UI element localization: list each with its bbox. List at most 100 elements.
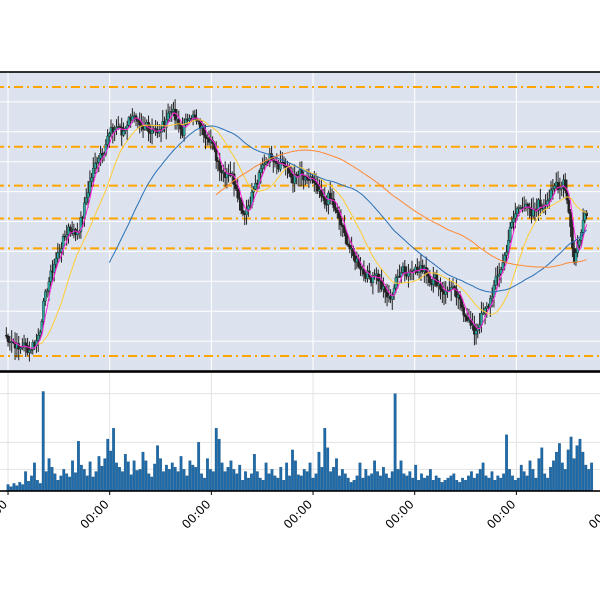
volume-bar [97,456,101,492]
volume-bar [572,458,576,492]
volume-bar [364,469,368,492]
volume-bar [563,469,567,492]
volume-bar [569,436,573,492]
volume-bar [513,480,517,492]
volume-panel-border [0,371,600,492]
volume-bar [103,458,107,492]
volume-bar [255,471,259,492]
candle-body [56,252,60,259]
candle-body [125,125,129,129]
candle-body [455,288,458,298]
volume-bar [162,471,165,492]
volume-bar [379,475,382,492]
volume-bar [437,477,441,492]
price-panel [0,71,600,372]
candle-body [551,188,555,191]
volume-bar [560,462,564,492]
volume-bar [252,454,256,492]
candle-body [501,262,505,270]
volume-bar [314,473,318,492]
volume-bar [56,480,60,492]
volume-bar [490,471,494,492]
candle-body [150,129,154,134]
candle-body [28,349,31,353]
candle-body [47,281,51,292]
volume-bar [387,477,391,492]
candle-body [553,185,556,189]
volume-bar [211,471,215,492]
candle-body [241,210,245,214]
candle-body [581,219,585,233]
volume-bar [123,454,127,492]
volume-bar [540,447,544,492]
candle-body [583,212,587,221]
candle-body [344,232,348,244]
volume-bar [452,473,456,492]
candle-body [173,108,177,121]
candle-body [90,177,93,182]
candle-body [86,192,90,199]
volume-bar [282,480,286,492]
candle-body [567,199,571,213]
volume-bar [449,475,453,492]
volume-bar [106,438,110,492]
candle-body [279,162,282,170]
volume-bar [531,469,535,492]
volume-bar [250,473,253,492]
volume-bar [575,445,579,492]
candle-body [52,263,56,273]
volume-bar [38,483,42,492]
candle-body [323,197,327,205]
candle-body [335,209,339,214]
candle-body [505,251,508,256]
volume-bar [68,476,72,492]
volume-bar [126,461,130,492]
volume-bar [270,469,274,492]
moving-average-line-20 [38,119,587,345]
candle-body [328,192,332,199]
volume-panel [0,371,600,492]
candle-body [36,335,40,341]
volume-bar [273,475,277,492]
volume-bar [279,467,283,492]
volume-bars [6,391,594,492]
volume-bar [308,462,312,492]
candle-body [539,199,542,207]
volume-bar [150,476,154,492]
candle-body [26,345,29,353]
candle-body [496,275,499,278]
candle-body [58,251,61,254]
candle-body [97,158,101,163]
candle-body [439,283,442,290]
candle-body [236,188,239,199]
volume-bar [478,469,482,492]
candle-body [83,202,86,219]
candle-body [6,335,10,342]
volume-bar [543,473,547,492]
candle-body [337,212,341,219]
candle-body [481,312,485,315]
volume-bar [566,449,570,492]
volume-bar [355,475,359,492]
volume-bar [94,471,98,492]
volume-bar [338,475,341,492]
volume-bar [382,467,385,492]
candle-body [492,285,496,297]
volume-bar [153,463,157,492]
candle-body [254,183,257,190]
volume-bar [194,467,198,492]
volume-bar [317,451,321,492]
candle-body [398,275,401,278]
candle-body [460,299,464,308]
volume-bar [323,428,327,492]
volume-bar [121,471,124,492]
volume-bar [311,477,315,492]
volume-bar [505,434,508,492]
volume-bar [296,474,300,492]
candle-body [108,133,111,137]
moving-average-line-120 [215,149,587,268]
volume-bar [226,467,230,492]
volume-bar [267,473,271,492]
volume-bar [65,473,69,492]
volume-bar [33,462,36,492]
